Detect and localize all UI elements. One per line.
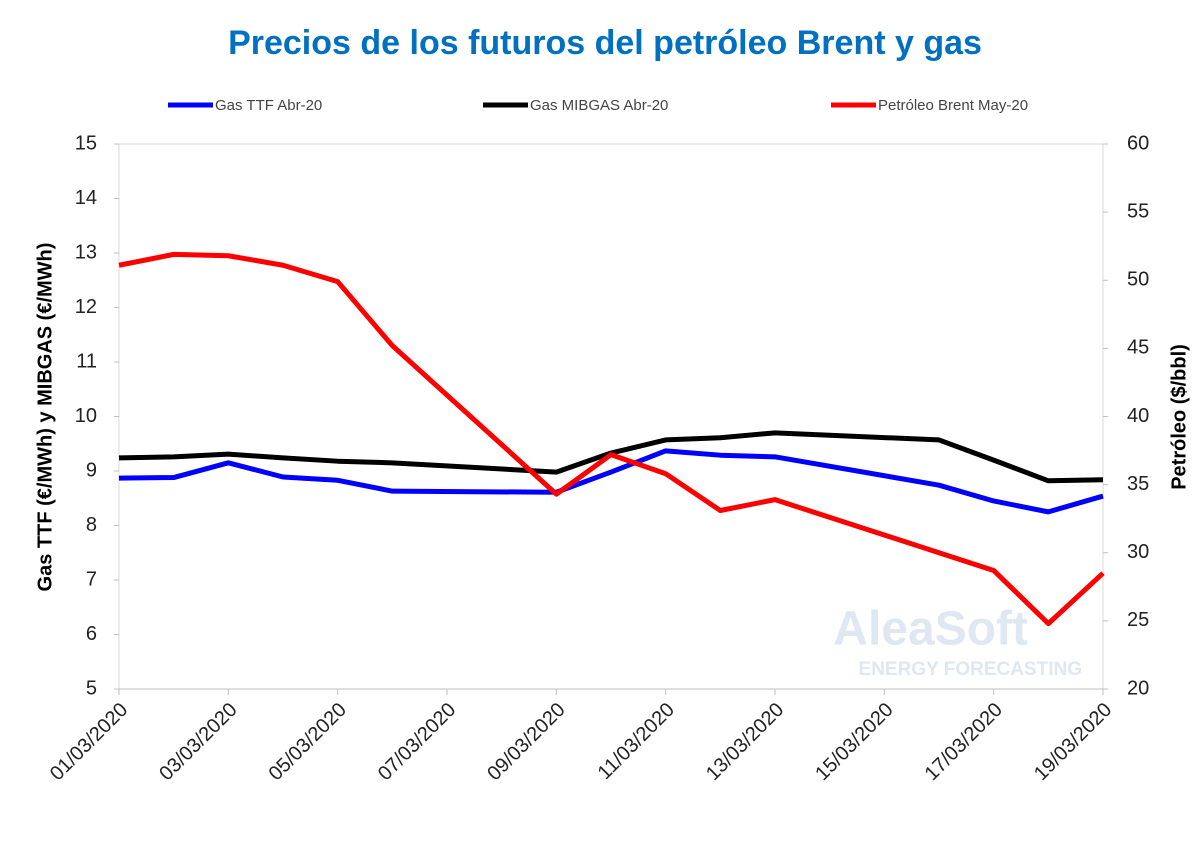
x-tick-label: 11/03/2020 [594, 699, 679, 784]
x-tick-label: 19/03/2020 [1030, 699, 1116, 785]
y2-axis-label: Petróleo ($/bbl) [1168, 344, 1190, 490]
y-tick-label: 6 [86, 623, 97, 645]
y2-tick-label: 30 [1127, 541, 1149, 563]
x-tick-label: 05/03/2020 [265, 699, 351, 785]
watermark-brand: AleaSoft [833, 603, 1028, 656]
legend-label: Gas MIBGAS Abr-20 [530, 97, 668, 114]
x-tick-label: 07/03/2020 [374, 699, 460, 785]
y-tick-label: 15 [75, 132, 97, 154]
x-tick-label: 15/03/2020 [811, 699, 897, 785]
y-tick-label: 14 [75, 187, 97, 209]
y2-tick-label: 40 [1127, 405, 1149, 427]
y2-tick-label: 45 [1127, 337, 1149, 359]
y-tick-label: 8 [86, 514, 97, 536]
y-tick-label: 10 [75, 405, 97, 427]
x-tick-label: 03/03/2020 [155, 699, 241, 785]
chart-title: Precios de los futuros del petróleo Bren… [228, 24, 982, 62]
y2-tick-label: 35 [1127, 473, 1149, 495]
y2-tick-label: 50 [1127, 269, 1149, 291]
y2-tick-label: 55 [1127, 200, 1149, 222]
x-tick-label: 17/03/2020 [921, 699, 1007, 785]
y-axis-label: Gas TTF (€/MWh) y MIBGAS (€/MWh) [34, 243, 56, 592]
line-series [118, 448, 1104, 515]
x-tick-label: 01/03/2020 [46, 699, 132, 785]
watermark-tagline: ENERGY FORECASTING [859, 659, 1082, 680]
legend-label: Gas TTF Abr-20 [215, 97, 322, 114]
y-tick-label: 11 [76, 350, 97, 372]
y-tick-label: 9 [86, 459, 97, 481]
y-tick-label: 5 [86, 677, 97, 699]
y-tick-label: 13 [75, 241, 97, 263]
line-series [118, 251, 1105, 627]
y2-tick-label: 60 [1127, 132, 1149, 154]
y-tick-label: 12 [75, 296, 97, 318]
y2-tick-label: 20 [1127, 677, 1149, 699]
x-tick-label: 09/03/2020 [483, 699, 569, 785]
y2-tick-label: 25 [1127, 609, 1149, 631]
legend-label: Petróleo Brent May-20 [878, 97, 1028, 114]
y-tick-label: 7 [86, 568, 97, 590]
x-tick-label: 13/03/2020 [702, 699, 788, 785]
